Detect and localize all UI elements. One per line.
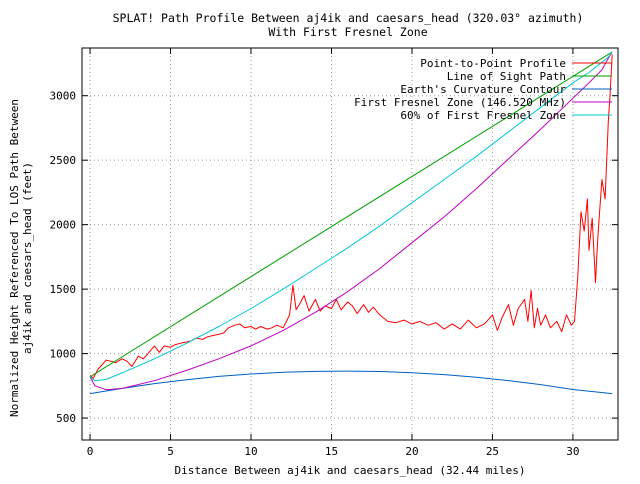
series-line-first-fresnel-zone-146-520-mhz	[89, 51, 613, 391]
series-line-60-of-first-fresnel-zone	[89, 51, 613, 382]
y-tick-label: 1500	[50, 283, 77, 296]
x-tick-label: 5	[167, 445, 174, 458]
chart-subtitle: With First Fresnel Zone	[268, 25, 427, 39]
legend-label: First Fresnel Zone (146.520 MHz)	[354, 96, 566, 109]
tick-layer: 0 5 10 15 20 25 30 500 1000 1500 2000 2500 3000	[50, 48, 618, 458]
y-axis-label-line1: Normalized Height Referenced To LOS Path…	[8, 99, 21, 417]
chart-title: SPLAT! Path Profile Between aj4ik and ca…	[113, 11, 584, 25]
grid-layer	[82, 48, 618, 440]
y-tick-label: 1000	[50, 348, 77, 361]
x-axis-label: Distance Between aj4ik and caesars_head …	[175, 464, 526, 477]
y-tick-label: 3000	[50, 90, 77, 103]
x-tick-label: 20	[405, 445, 418, 458]
legend-label: 60% of First Fresnel Zone	[400, 109, 566, 122]
series-layer	[89, 51, 613, 395]
x-tick-label: 25	[486, 445, 499, 458]
legend-label: Point-to-Point Profile	[420, 57, 566, 70]
x-tick-label: 30	[566, 445, 579, 458]
series-line-earth-s-curvature-contour	[89, 370, 613, 395]
legend-label: Line of Sight Path	[447, 70, 566, 83]
plot-frame	[81, 47, 619, 441]
legend-label: Earth's Curvature Contour	[400, 83, 566, 96]
x-tick-label: 0	[87, 445, 94, 458]
x-tick-label: 15	[325, 445, 338, 458]
y-tick-label: 2000	[50, 219, 77, 232]
series-line-point-to-point-profile	[89, 54, 613, 379]
series-line-line-of-sight-path	[89, 51, 613, 378]
y-axis-label-line2: aj4ik and caesars_head (feet)	[21, 162, 34, 354]
y-tick-label: 500	[56, 412, 76, 425]
y-tick-label: 2500	[50, 154, 77, 167]
x-tick-label: 10	[244, 445, 257, 458]
